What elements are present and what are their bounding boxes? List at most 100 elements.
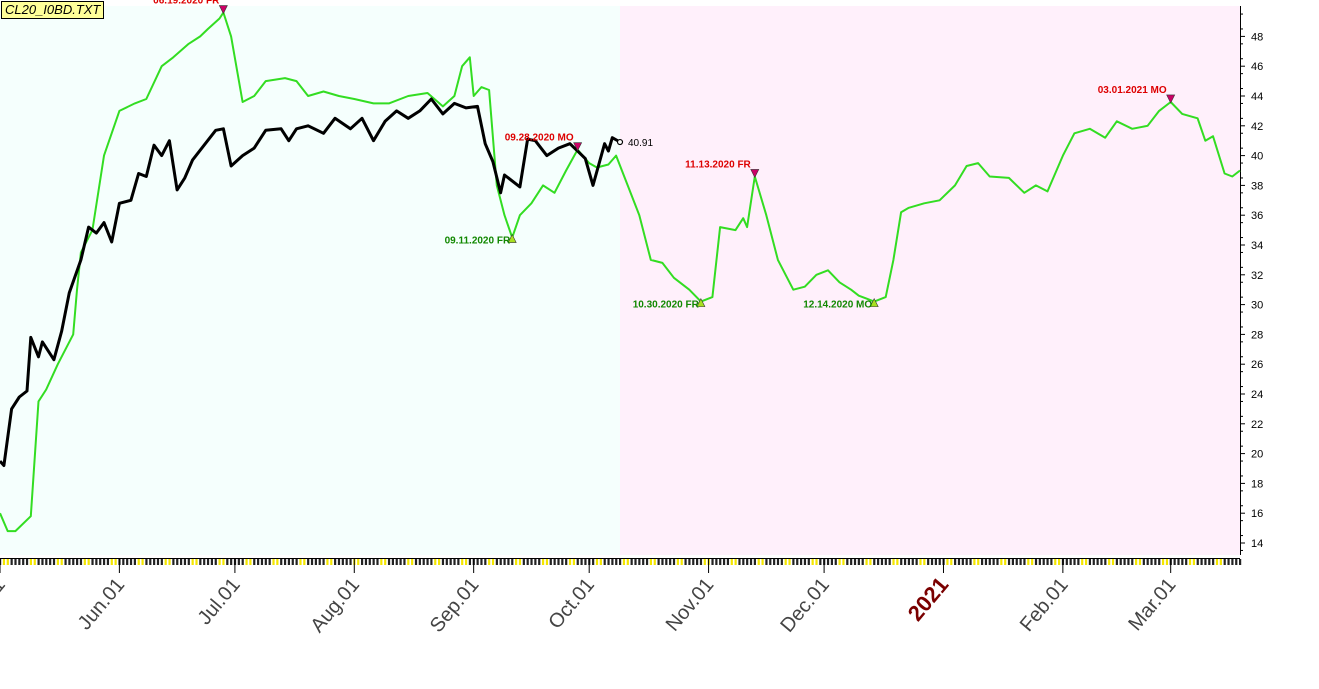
x-day-tick [515, 559, 518, 565]
x-day-tick [1227, 559, 1230, 565]
x-day-tick [102, 559, 106, 565]
x-month-label: Feb.01 [1016, 574, 1073, 636]
x-day-tick [114, 559, 117, 565]
x-day-tick [14, 559, 17, 565]
x-day-tick [557, 559, 560, 565]
x-day-tick [318, 559, 321, 565]
x-day-tick [734, 559, 737, 565]
low-marker [869, 297, 879, 307]
x-day-tick [896, 559, 899, 565]
x-day-tick [969, 559, 972, 565]
x-day-tick [1084, 559, 1088, 565]
x-day-tick [1188, 559, 1192, 565]
x-day-tick [337, 559, 341, 565]
x-day-tick [187, 559, 190, 565]
x-day-tick [642, 559, 645, 565]
x-day-tick [1088, 559, 1092, 565]
x-day-tick [1050, 559, 1053, 565]
x-day-tick [330, 559, 333, 565]
high-marker-label: 11.13.2020 FR [685, 159, 751, 170]
x-day-tick [784, 559, 787, 565]
y-tick-label: 28 [1251, 329, 1263, 341]
x-day-tick [414, 559, 418, 565]
x-day-tick [927, 559, 930, 565]
turning-point-markers: 06.19.2020 FR 09.28.2020 MO 11.13.2020 FR 0… [153, 0, 1176, 311]
series-lines [0, 11, 1241, 533]
x-day-tick [792, 559, 795, 565]
x-day-tick [41, 559, 44, 565]
chart-title: CL20_I0BD.TXT [1, 1, 105, 19]
x-day-tick [60, 559, 63, 565]
x-day-tick [1011, 559, 1014, 565]
x-day-tick [842, 559, 845, 565]
x-day-tick [230, 559, 233, 565]
x-day-tick [1135, 559, 1138, 565]
forecast-band [620, 6, 1240, 555]
x-day-tick [156, 559, 160, 565]
x-day-tick [634, 559, 637, 565]
x-day-tick [653, 559, 656, 565]
x-day-tick [29, 559, 33, 565]
x-day-tick [869, 559, 872, 565]
x-day-tick [645, 559, 649, 565]
x-day-tick [79, 559, 83, 565]
y-axis: 14 16 18 20 22 24 26 28 30 32 34 36 38 40 42 44 46 48 [1240, 6, 1263, 555]
x-day-tick [676, 559, 679, 565]
x-day-tick [1115, 559, 1118, 565]
y-tick-label: 20 [1251, 449, 1263, 461]
x-day-tick [1034, 559, 1038, 565]
x-day-tick [491, 559, 495, 565]
x-day-tick [996, 559, 999, 565]
x-day-tick [468, 559, 472, 565]
x-day-tick [434, 559, 437, 565]
x-day-tick [495, 559, 498, 565]
x-day-tick [803, 559, 807, 565]
x-day-tick [87, 559, 90, 565]
x-day-tick [195, 559, 198, 565]
x-day-tick [476, 559, 479, 565]
price-series-line [0, 97, 621, 467]
x-day-tick [626, 559, 629, 565]
x-day-tick [122, 559, 125, 565]
x-day-tick [846, 559, 849, 565]
x-day-tick [322, 559, 325, 565]
x-day-tick [1212, 559, 1215, 565]
x-day-tick [488, 559, 491, 565]
x-day-tick [584, 559, 587, 565]
x-day-tick [599, 559, 602, 565]
x-month-label: Mar.01 [1124, 574, 1180, 635]
x-day-tick [218, 559, 221, 565]
x-day-tick [1073, 559, 1076, 565]
x-day-tick [765, 559, 768, 565]
x-day-tick [657, 559, 660, 565]
x-day-tick [83, 559, 86, 565]
x-day-tick [1131, 559, 1134, 565]
x-day-tick [568, 559, 572, 565]
x-day-tick [877, 559, 880, 565]
x-day-tick [276, 559, 279, 565]
x-day-tick [534, 559, 537, 565]
x-day-tick [907, 559, 911, 565]
x-day-tick [384, 559, 387, 565]
x-day-tick [900, 559, 903, 565]
x-day-tick [18, 559, 21, 565]
x-day-tick [438, 559, 441, 565]
x-day-tick [10, 559, 13, 565]
x-axis: y.01 Jun.01 Jul.01 Aug.01 Sep.01 Oct.01 Nov.01… [0, 558, 1242, 637]
x-day-tick [565, 559, 568, 565]
x-day-tick [715, 559, 718, 565]
x-day-tick [1154, 559, 1157, 565]
x-day-tick [391, 559, 394, 565]
x-day-tick [553, 559, 556, 565]
x-day-tick [826, 559, 830, 565]
x-day-tick [630, 559, 633, 565]
x-day-tick [56, 559, 59, 565]
x-day-tick [360, 559, 364, 565]
x-day-tick [619, 559, 622, 565]
x-day-tick [1023, 559, 1026, 565]
x-day-tick [930, 559, 934, 565]
x-day-tick [203, 559, 206, 565]
x-day-tick [746, 559, 749, 565]
x-day-tick [518, 559, 522, 565]
x-day-tick [341, 559, 344, 565]
